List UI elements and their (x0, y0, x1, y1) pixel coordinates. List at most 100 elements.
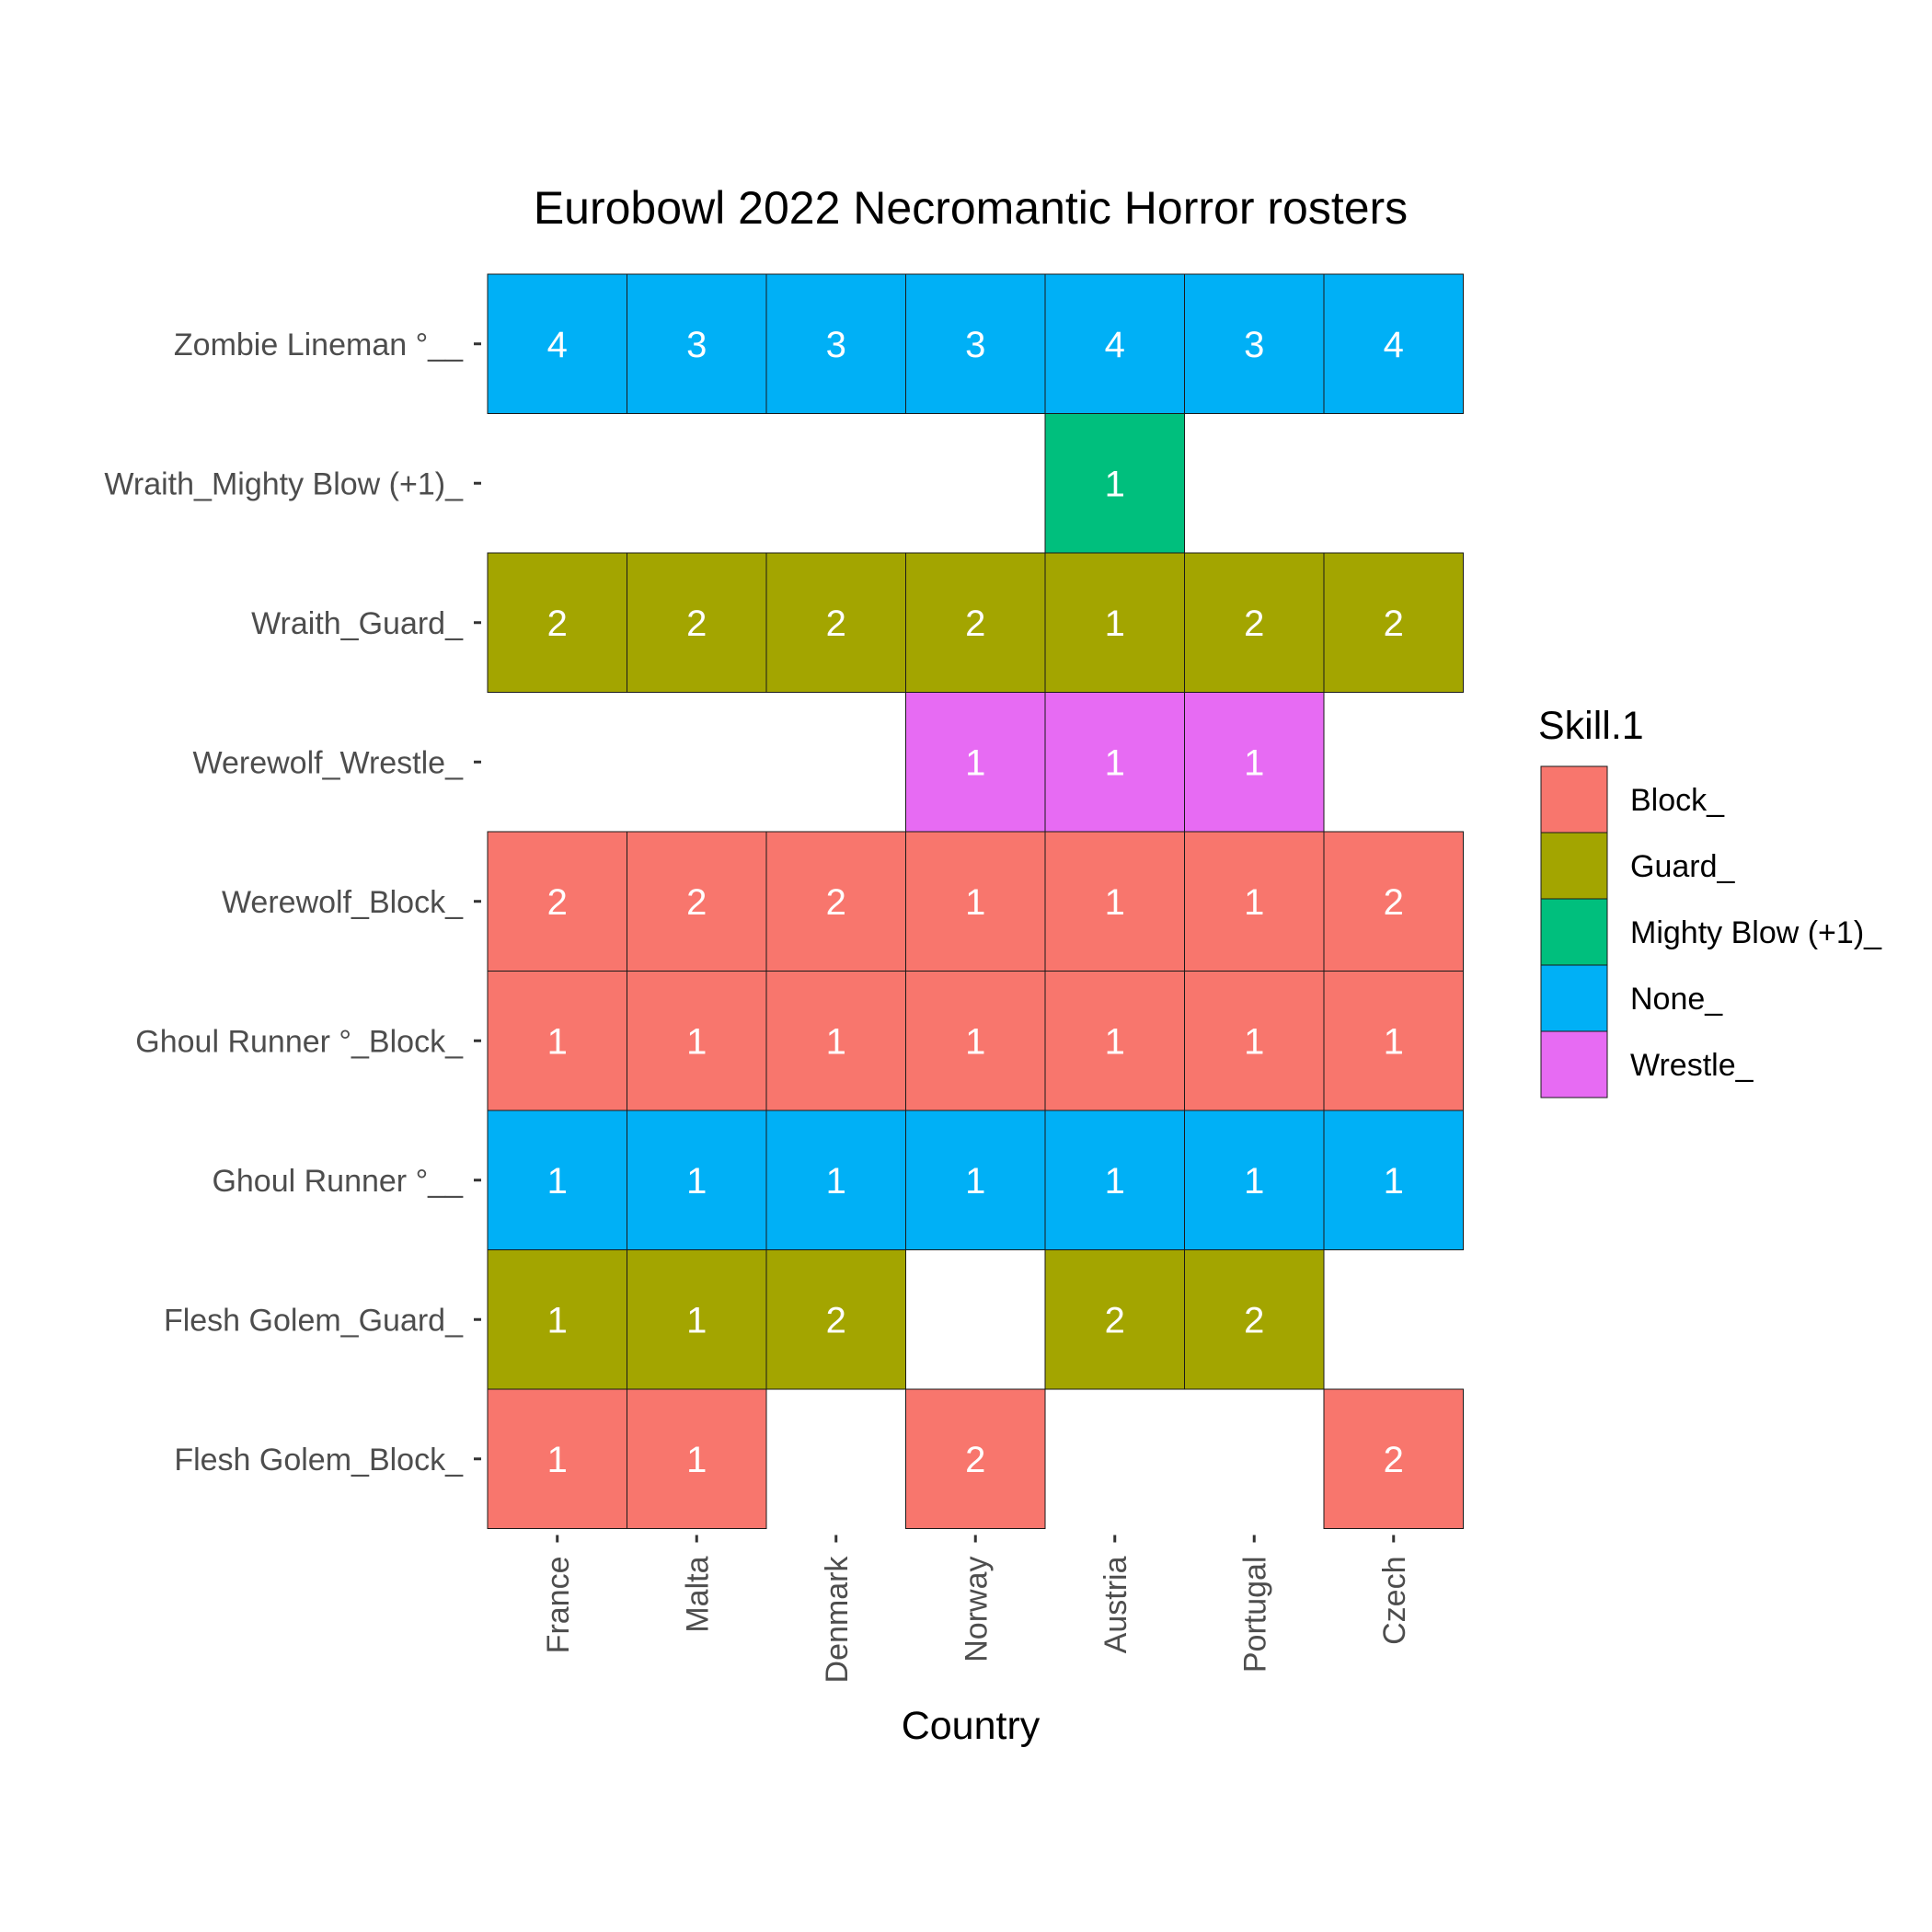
heatmap-cell (765, 971, 906, 1111)
cell-value-label: 1 (1105, 464, 1125, 504)
cell-value-label: 1 (1384, 1021, 1404, 1062)
cell-value-label: 3 (1244, 325, 1264, 365)
heatmap-cell (1044, 692, 1185, 833)
cell-value-label: 1 (1244, 882, 1264, 923)
cell-value-label: 1 (965, 742, 985, 783)
legend-key (1540, 1030, 1608, 1098)
heatmap-cell (1044, 1249, 1185, 1390)
heatmap-cell (765, 831, 906, 972)
legend-key (1540, 964, 1608, 1032)
heatmap-cell (627, 831, 767, 972)
heatmap-cell (1323, 273, 1464, 414)
y-tick-label: Wraith_Guard_ (251, 606, 464, 641)
legend-label: None_ (1630, 982, 1723, 1017)
cell-value-label: 1 (686, 1161, 707, 1202)
heatmap-cell (1184, 273, 1325, 414)
heatmap-cell (627, 1110, 767, 1250)
cell-value-label: 1 (965, 1161, 985, 1202)
cell-value-label: 2 (1244, 604, 1264, 644)
chart-title: Eurobowl 2022 Necromantic Horror rosters (534, 182, 1408, 234)
cell-value-label: 4 (1384, 325, 1404, 365)
cell-value-label: 2 (547, 604, 568, 644)
heatmap-cell (1184, 552, 1325, 693)
heatmap-cell (487, 552, 627, 693)
cell-value-label: 1 (1244, 1161, 1264, 1202)
cell-value-label: 1 (547, 1161, 568, 1202)
cell-value-label: 2 (1384, 1440, 1404, 1480)
heatmap-cell (627, 552, 767, 693)
heatmap-cell (765, 1249, 906, 1390)
cell-value-label: 3 (965, 325, 985, 365)
heatmap-cell (627, 971, 767, 1111)
y-tick-label: Ghoul Runner °_Block_ (135, 1024, 464, 1059)
heatmap-cell (627, 1388, 767, 1529)
x-axis: France Malta Denmark Norway Austria Portugal C… (541, 1535, 1412, 1684)
heatmap-cell (1323, 1110, 1464, 1250)
heatmap-cell (905, 692, 1046, 833)
y-tick-label: Flesh Golem_Guard_ (164, 1303, 464, 1338)
legend-label: Block_ (1630, 783, 1725, 818)
heatmap-cell (1323, 831, 1464, 972)
cell-value-label: 2 (965, 1440, 985, 1480)
heatmap-cell (487, 1388, 627, 1529)
heatmap-cell (1323, 1388, 1464, 1529)
y-tick-label: Werewolf_Wrestle_ (192, 745, 464, 780)
heatmap-cell (765, 273, 906, 414)
cell-value-label: 1 (826, 1161, 846, 1202)
x-tick-label: Malta (680, 1556, 715, 1632)
heatmap-cell (1044, 1110, 1185, 1250)
heatmap-cell (487, 831, 627, 972)
heatmap-cell (1184, 1110, 1325, 1250)
cell-value-label: 1 (686, 1021, 707, 1062)
cell-value-label: 2 (826, 1300, 846, 1340)
x-tick-label: Norway (959, 1557, 994, 1662)
cell-value-label: 2 (965, 604, 985, 644)
heatmap-cell (765, 1110, 906, 1250)
x-axis-title: Country (902, 1704, 1041, 1748)
heatmap-cell (1044, 552, 1185, 693)
legend-key (1540, 832, 1608, 900)
legend-title: Skill.1 (1538, 704, 1644, 748)
cell-value-label: 2 (547, 882, 568, 923)
x-tick-label: France (541, 1557, 576, 1654)
heatmap-cell (905, 1388, 1046, 1529)
cell-value-label: 3 (686, 325, 707, 365)
cell-value-label: 2 (826, 882, 846, 923)
heatmap-cell (1044, 831, 1185, 972)
cell-value-label: 1 (826, 1021, 846, 1062)
heatmap-cell (905, 552, 1046, 693)
heatmap-cells: 4 3 3 3 4 3 4 1 2 2 2 2 1 2 2 1 1 1 2 2 2 1 1 1 2 1 1 1 1 1 1 1 1 1 1 1 1 1 1 1… (487, 273, 1464, 1529)
legend-label: Wrestle_ (1630, 1048, 1754, 1083)
cell-value-label: 1 (965, 882, 985, 923)
cell-value-label: 1 (1105, 742, 1125, 783)
x-tick-label: Denmark (820, 1556, 855, 1684)
legend-key (1540, 898, 1608, 966)
cell-value-label: 1 (1384, 1161, 1404, 1202)
cell-value-label: 1 (1105, 1021, 1125, 1062)
cell-value-label: 2 (686, 604, 707, 644)
heatmap-cell (1184, 1249, 1325, 1390)
cell-value-label: 2 (826, 604, 846, 644)
cell-value-label: 1 (1105, 882, 1125, 923)
heatmap-cell (627, 273, 767, 414)
y-tick-label: Zombie Lineman °__ (174, 328, 464, 362)
y-tick-label: Wraith_Mighty Blow (+1)_ (104, 466, 464, 501)
cell-value-label: 2 (1384, 882, 1404, 923)
heatmap-cell (905, 831, 1046, 972)
x-tick-label: Czech (1377, 1557, 1412, 1645)
y-tick-label: Werewolf_Block_ (222, 885, 464, 920)
heatmap-cell (905, 971, 1046, 1111)
heatmap-cell (1323, 552, 1464, 693)
legend: Skill.1 Block_ Guard_ Mighty Blow (+1)_ Non… (1538, 704, 1882, 1098)
heatmap-cell (1184, 692, 1325, 833)
cell-value-label: 2 (1105, 1300, 1125, 1340)
cell-value-label: 2 (1244, 1300, 1264, 1340)
cell-value-label: 1 (686, 1440, 707, 1480)
y-tick-label: Flesh Golem_Block_ (174, 1443, 464, 1478)
cell-value-label: 1 (1105, 1161, 1125, 1202)
cell-value-label: 2 (686, 882, 707, 923)
legend-key (1540, 765, 1608, 834)
cell-value-label: 1 (547, 1440, 568, 1480)
heatmap-cell (1044, 273, 1185, 414)
